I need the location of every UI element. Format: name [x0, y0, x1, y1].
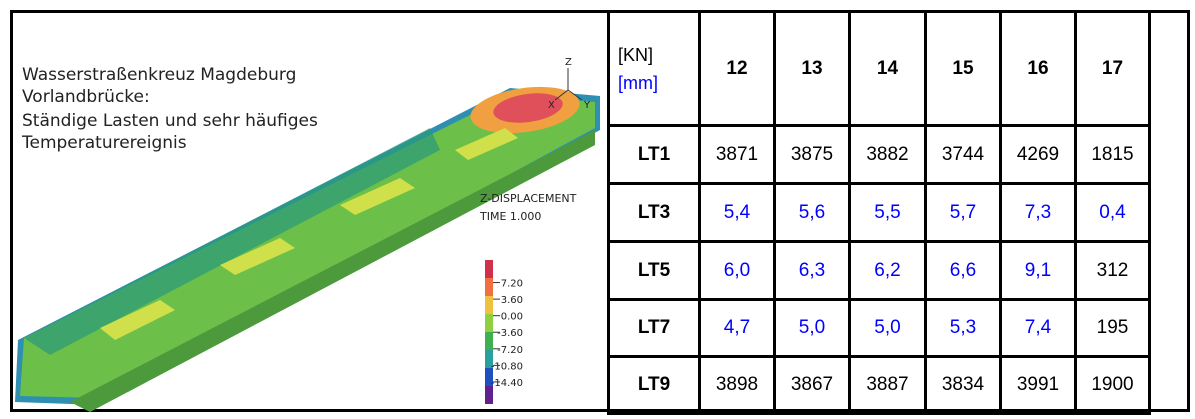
legend-label: -7.20: [497, 345, 523, 356]
page: Wasserstraßenkreuz Magdeburg Vorlandbrüc…: [0, 0, 1195, 419]
table-cell: 3867: [775, 357, 850, 414]
row-header: LT9: [609, 357, 700, 414]
image-title: Ständige Lasten und sehr häufiges: [22, 111, 318, 131]
column-header: 15: [926, 12, 1001, 126]
axis-label: Y: [583, 100, 591, 111]
unit-label: [KN]: [618, 41, 698, 69]
legend-label: -10.80: [491, 361, 523, 372]
table-cell: 6,3: [775, 242, 850, 300]
table-cell: 3875: [775, 126, 850, 184]
table-cell: 5,7: [926, 184, 1001, 242]
row-header: LT5: [609, 242, 700, 300]
legend-label: 0.00: [501, 312, 523, 323]
row-header: LT7: [609, 300, 700, 357]
result-name: Z-DISPLACEMENT: [480, 192, 577, 205]
table-cell: 4269: [1001, 126, 1076, 184]
fe-image: Wasserstraßenkreuz Magdeburg Vorlandbrüc…: [10, 10, 607, 412]
corner-cell: [KN][mm]: [609, 12, 700, 126]
column-header: 16: [1001, 12, 1076, 126]
table-cell: 3834: [926, 357, 1001, 414]
column-header: 13: [775, 12, 850, 126]
table-cell: 7,4: [1001, 300, 1076, 357]
table-cell: 6,0: [700, 242, 775, 300]
table-cell: 6,6: [926, 242, 1001, 300]
table-cell: 3871: [700, 126, 775, 184]
table-cell: 3887: [850, 357, 926, 414]
table-cell: 1900: [1076, 357, 1150, 414]
table-cell: 5,5: [850, 184, 926, 242]
table-cell: 0,4: [1076, 184, 1150, 242]
row-header: LT1: [609, 126, 700, 184]
unit-label: [mm]: [618, 69, 698, 97]
legend-label: 7.20: [501, 279, 523, 290]
table-cell: 312: [1076, 242, 1150, 300]
colorbar: 7.20 3.60 0.00 -3.60 -7.20 -10.80 -14.40: [485, 260, 523, 404]
axis-label: Z: [565, 57, 572, 68]
colorbar-segment: [485, 260, 493, 278]
table-cell: 5,6: [775, 184, 850, 242]
row-header: LT3: [609, 184, 700, 242]
table-cell: 3744: [926, 126, 1001, 184]
table-cell: 5,3: [926, 300, 1001, 357]
table-cell: 4,7: [700, 300, 775, 357]
result-time: TIME 1.000: [479, 210, 541, 223]
legend-label: -14.40: [491, 378, 523, 389]
table-cell: 5,0: [850, 300, 926, 357]
column-header: 12: [700, 12, 775, 126]
image-title: Vorlandbrücke:: [22, 87, 150, 107]
table-cell: 9,1: [1001, 242, 1076, 300]
legend-label: -3.60: [497, 328, 523, 339]
column-header: 14: [850, 12, 926, 126]
axis-label: X: [548, 100, 555, 111]
table-cell: 3991: [1001, 357, 1076, 414]
colorbar-segment: [485, 296, 493, 314]
table-cell: 5,0: [775, 300, 850, 357]
colorbar-segment: [485, 332, 493, 350]
image-title: Wasserstraßenkreuz Magdeburg: [22, 65, 296, 85]
table-cell: 195: [1076, 300, 1150, 357]
table-cell: 3898: [700, 357, 775, 414]
colorbar-segment: [485, 314, 493, 332]
table-cell: 7,3: [1001, 184, 1076, 242]
table-cell: 6,2: [850, 242, 926, 300]
table-cell: 3882: [850, 126, 926, 184]
colorbar-segment: [485, 278, 493, 296]
table-cell: 5,4: [700, 184, 775, 242]
image-title: Temperaturereignis: [21, 133, 187, 153]
column-header: 17: [1076, 12, 1150, 126]
table-cell: 1815: [1076, 126, 1150, 184]
legend-label: 3.60: [501, 295, 523, 306]
